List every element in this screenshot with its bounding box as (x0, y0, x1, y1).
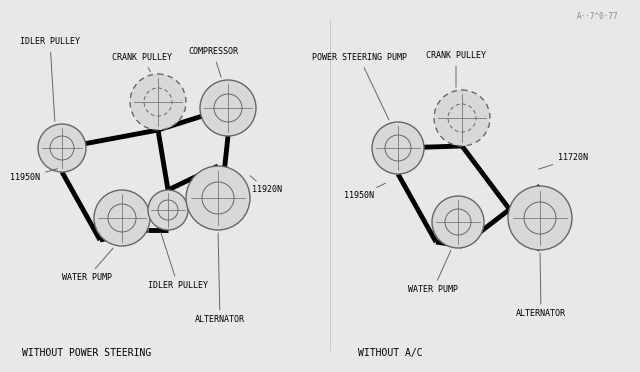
Text: ALTERNATOR: ALTERNATOR (516, 253, 566, 318)
Text: IDLER PULLEY: IDLER PULLEY (148, 232, 208, 291)
Text: CRANK PULLEY: CRANK PULLEY (426, 51, 486, 87)
Circle shape (130, 74, 186, 130)
Circle shape (200, 80, 256, 136)
Text: WITHOUT POWER STEERING: WITHOUT POWER STEERING (22, 348, 151, 358)
Circle shape (148, 190, 188, 230)
Circle shape (38, 124, 86, 172)
Text: WITHOUT A/C: WITHOUT A/C (358, 348, 422, 358)
Text: WATER PUMP: WATER PUMP (408, 250, 458, 295)
Text: COMPRESSOR: COMPRESSOR (188, 48, 238, 77)
Text: 11920N: 11920N (250, 176, 282, 195)
Circle shape (372, 122, 424, 174)
Text: 11720N: 11720N (539, 154, 588, 169)
Text: A··7^0·77: A··7^0·77 (577, 12, 618, 21)
Text: POWER STEERING PUMP: POWER STEERING PUMP (312, 54, 407, 119)
Circle shape (508, 186, 572, 250)
Circle shape (186, 166, 250, 230)
Text: WATER PUMP: WATER PUMP (62, 248, 113, 282)
Text: IDLER PULLEY: IDLER PULLEY (20, 38, 80, 121)
Text: 11950N: 11950N (10, 169, 58, 183)
Circle shape (434, 90, 490, 146)
Circle shape (94, 190, 150, 246)
Text: ALTERNATOR: ALTERNATOR (195, 233, 245, 324)
Text: CRANK PULLEY: CRANK PULLEY (112, 54, 172, 72)
Text: 11950N: 11950N (344, 183, 385, 201)
Circle shape (432, 196, 484, 248)
